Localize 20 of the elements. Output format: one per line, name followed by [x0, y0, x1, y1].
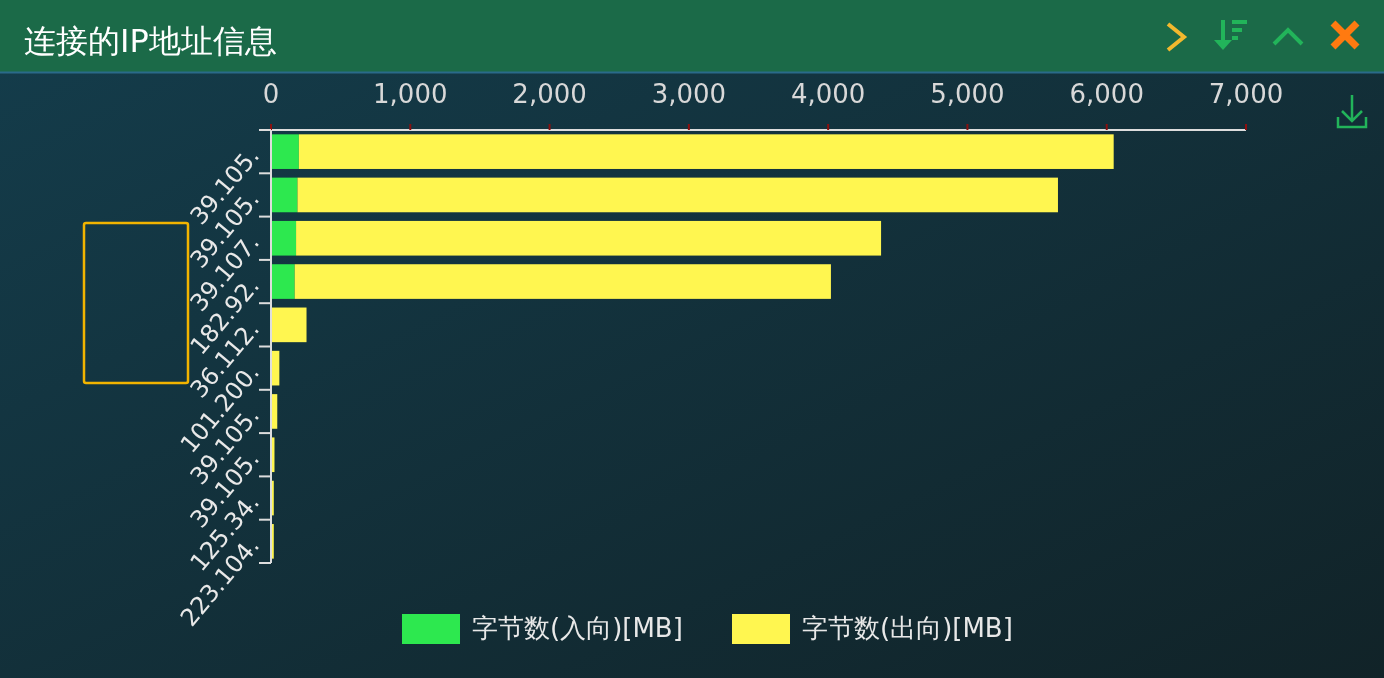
- x-tick-label: 6,000: [1069, 79, 1144, 109]
- bar: [271, 307, 307, 343]
- x-tick-label: 7,000: [1208, 79, 1284, 109]
- bar: [298, 134, 1114, 169]
- x-tick-label: 0: [262, 79, 280, 109]
- bar: [271, 264, 295, 299]
- x-tick-label: 1,000: [373, 79, 448, 109]
- x-tick-label: 2,000: [512, 79, 587, 109]
- x-tick-label: 4,000: [790, 79, 866, 109]
- bar: [271, 177, 298, 213]
- bar: [294, 264, 831, 299]
- x-tick-label: 3,000: [651, 79, 727, 109]
- bar: [297, 177, 1058, 213]
- x-tick-label: 5,000: [930, 79, 1005, 109]
- chart-title: 连接的IP地址信息: [24, 22, 277, 60]
- legend-label: 字节数(出向)[MB]: [802, 612, 1013, 643]
- legend-label: 字节数(入向)[MB]: [472, 612, 683, 643]
- bar: [271, 220, 297, 256]
- bar: [271, 134, 299, 169]
- bar: [296, 220, 882, 256]
